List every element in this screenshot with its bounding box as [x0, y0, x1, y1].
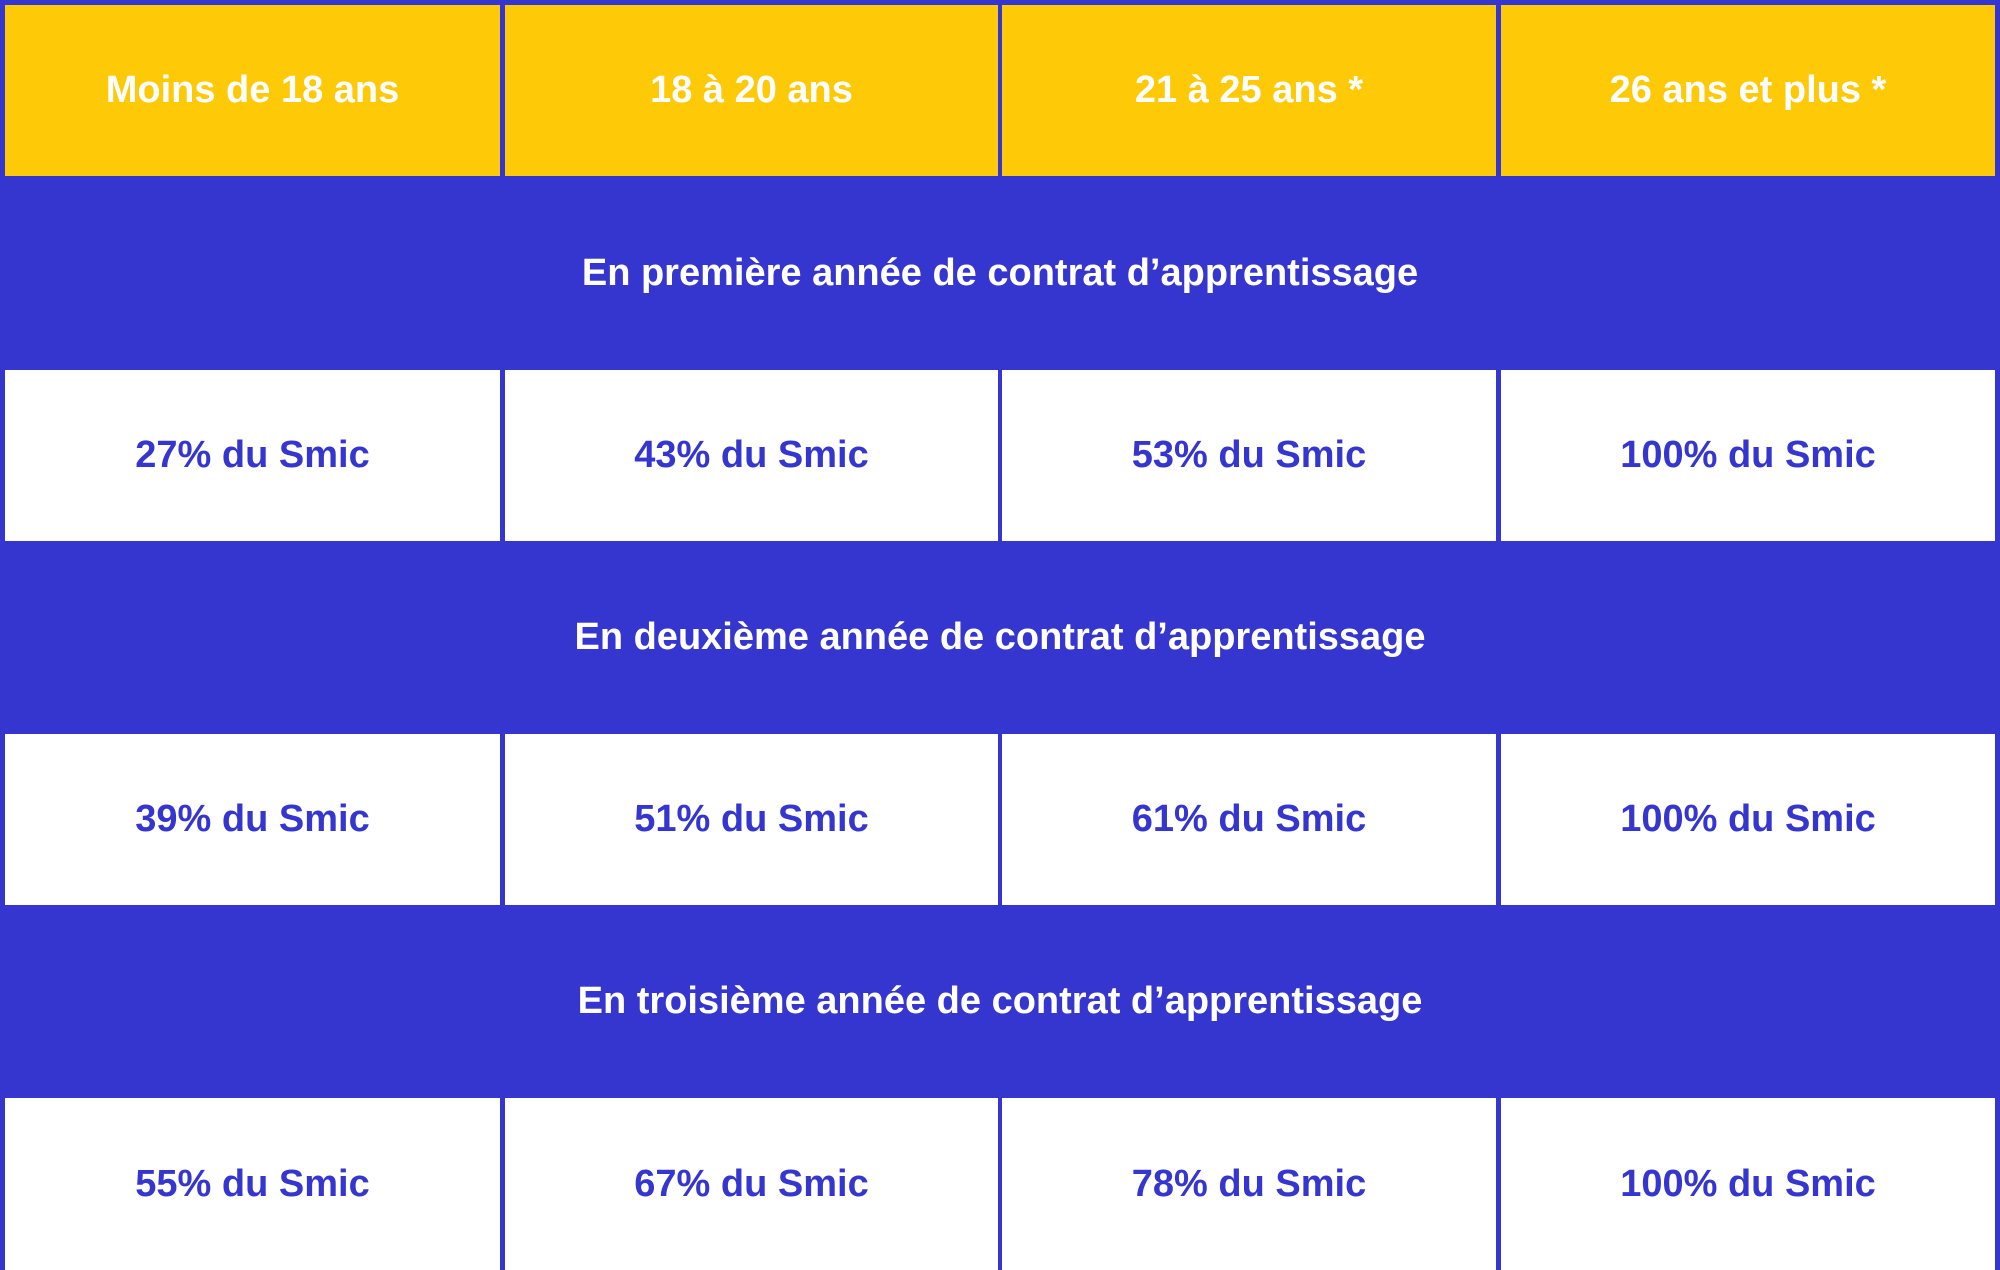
- value-row-third-year: 55% du Smic 67% du Smic 78% du Smic 100%…: [0, 1098, 2000, 1270]
- header-cell-26-plus: 26 ans et plus *: [1501, 5, 1995, 176]
- value-cell: 39% du Smic: [5, 734, 500, 905]
- value-cell: 78% du Smic: [1002, 1098, 1496, 1270]
- value-cell: 53% du Smic: [1002, 370, 1496, 541]
- value-cell: 61% du Smic: [1002, 734, 1496, 905]
- value-cell: 100% du Smic: [1501, 1098, 1995, 1270]
- value-cell: 43% du Smic: [505, 370, 998, 541]
- value-cell: 27% du Smic: [5, 370, 500, 541]
- value-row-second-year: 39% du Smic 51% du Smic 61% du Smic 100%…: [0, 734, 2000, 905]
- header-cell-18-20: 18 à 20 ans: [505, 5, 998, 176]
- value-cell: 100% du Smic: [1501, 370, 1995, 541]
- section-title-third-year: En troisième année de contrat d’apprenti…: [0, 910, 2000, 1092]
- value-cell: 51% du Smic: [505, 734, 998, 905]
- value-cell: 100% du Smic: [1501, 734, 1995, 905]
- value-row-first-year: 27% du Smic 43% du Smic 53% du Smic 100%…: [0, 370, 2000, 541]
- age-header-row: Moins de 18 ans 18 à 20 ans 21 à 25 ans …: [0, 5, 2000, 176]
- header-cell-under-18: Moins de 18 ans: [5, 5, 500, 176]
- value-cell: 55% du Smic: [5, 1098, 500, 1270]
- section-title-first-year: En première année de contrat d’apprentis…: [0, 182, 2000, 364]
- section-title-second-year: En deuxième année de contrat d’apprentis…: [0, 546, 2000, 728]
- header-cell-21-25: 21 à 25 ans *: [1002, 5, 1496, 176]
- value-cell: 67% du Smic: [505, 1098, 998, 1270]
